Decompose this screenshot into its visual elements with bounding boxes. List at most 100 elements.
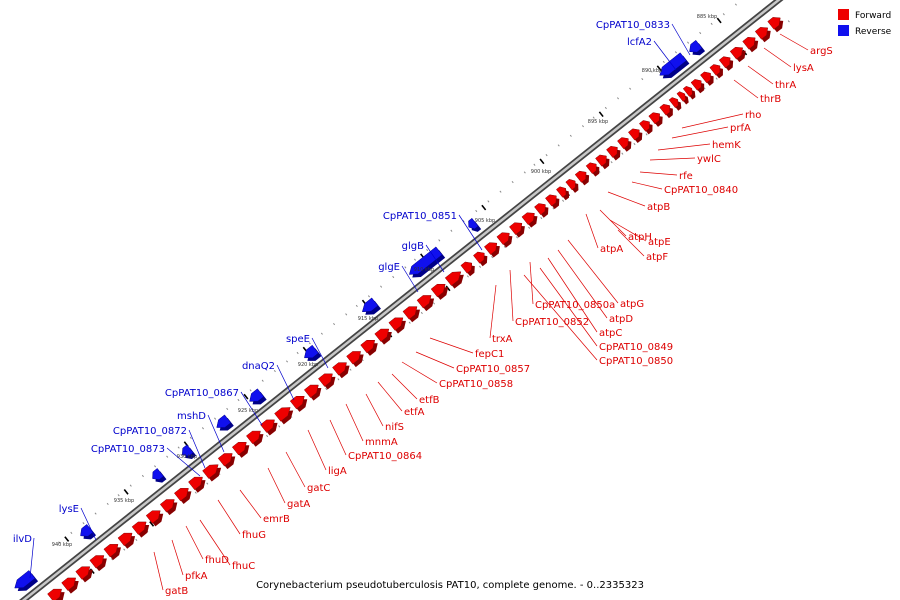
forward-gene-arrow[interactable]: [700, 71, 714, 86]
gene-label-atpf[interactable]: atpF: [646, 252, 668, 263]
gene-label-cppat10-0840[interactable]: CpPAT10_0840: [664, 185, 738, 196]
forward-gene-arrow[interactable]: [246, 430, 264, 447]
gene-label-dnaq2[interactable]: dnaQ2: [242, 361, 275, 372]
gene-label-thrb[interactable]: thrB: [760, 94, 781, 105]
gene-label-ilvd[interactable]: ilvD: [13, 534, 32, 545]
gene-label-etfb[interactable]: etfB: [419, 395, 440, 406]
gene-label-liga[interactable]: ligA: [328, 466, 347, 477]
gene-label-cppat10-0872[interactable]: CpPAT10_0872: [113, 426, 187, 437]
forward-gene-arrow[interactable]: [260, 419, 278, 436]
gene-label-rfe[interactable]: rfe: [679, 171, 693, 182]
forward-gene-arrow[interactable]: [117, 532, 136, 549]
forward-gene-arrow[interactable]: [303, 384, 322, 401]
gene-label-pfka[interactable]: pfkA: [185, 571, 208, 582]
forward-gene-arrow[interactable]: [174, 488, 192, 504]
gene-label-fhud[interactable]: fhuD: [205, 555, 229, 566]
forward-gene-arrow[interactable]: [444, 271, 464, 289]
gene-label-mnma[interactable]: mnmA: [365, 437, 398, 448]
gene-label-lcfa2[interactable]: lcfA2: [627, 37, 652, 48]
gene-label-rho[interactable]: rho: [745, 110, 761, 121]
forward-gene-arrow[interactable]: [89, 555, 107, 572]
gene-label-gatc[interactable]: gatC: [307, 483, 330, 494]
forward-gene-arrow[interactable]: [374, 328, 392, 345]
forward-gene-arrow[interactable]: [360, 339, 378, 356]
gene-label-args[interactable]: argS: [810, 46, 833, 57]
forward-gene-arrow[interactable]: [473, 251, 488, 267]
gene-label-cppat10-0864[interactable]: CpPAT10_0864: [348, 451, 422, 462]
forward-gene-arrow[interactable]: [289, 395, 308, 412]
forward-gene-arrow[interactable]: [388, 317, 406, 334]
forward-gene-arrow[interactable]: [676, 91, 689, 105]
gene-label-atpd[interactable]: atpD: [609, 314, 633, 325]
gene-label-etfa[interactable]: etfA: [404, 407, 425, 418]
forward-gene-arrow[interactable]: [231, 442, 250, 458]
forward-gene-arrow[interactable]: [585, 162, 600, 177]
forward-gene-arrow[interactable]: [416, 295, 435, 312]
forward-gene-arrow[interactable]: [402, 306, 421, 323]
gene-label-cppat10-0850a[interactable]: CpPAT10_0850a: [535, 300, 615, 311]
forward-gene-arrow[interactable]: [75, 566, 93, 583]
gene-label-lysa[interactable]: lysA: [793, 63, 814, 74]
gene-label-thra[interactable]: thrA: [775, 80, 796, 91]
reverse-gene-arrow[interactable]: [408, 246, 446, 278]
gene-label-atpb[interactable]: atpB: [647, 202, 670, 213]
forward-gene-arrow[interactable]: [574, 170, 590, 186]
forward-gene-arrow[interactable]: [767, 17, 784, 33]
gene-label-ywlc[interactable]: ywlC: [697, 154, 721, 165]
gene-label-glgb[interactable]: glgB: [402, 241, 424, 252]
forward-gene-arrow[interactable]: [545, 194, 560, 210]
forward-gene-arrow[interactable]: [318, 373, 336, 390]
reverse-gene-arrow[interactable]: [361, 297, 381, 315]
gene-label-hemk[interactable]: hemK: [712, 140, 741, 151]
gene-label-cppat10-0833[interactable]: CpPAT10_0833: [596, 20, 670, 31]
gene-label-cppat10-0852[interactable]: CpPAT10_0852: [515, 317, 589, 328]
gene-label-glge[interactable]: glgE: [378, 262, 400, 273]
forward-gene-arrow[interactable]: [659, 103, 673, 119]
gene-label-atph[interactable]: atpH: [628, 232, 652, 243]
forward-gene-arrow[interactable]: [131, 521, 150, 538]
gene-label-cppat10-0858[interactable]: CpPAT10_0858: [439, 379, 513, 390]
gene-label-fhug[interactable]: fhuG: [242, 530, 266, 541]
forward-gene-arrow[interactable]: [430, 283, 449, 300]
gene-label-emrb[interactable]: emrB: [263, 514, 290, 525]
forward-gene-arrow[interactable]: [682, 85, 696, 100]
forward-gene-arrow[interactable]: [709, 64, 723, 79]
gene-label-spee[interactable]: speE: [286, 334, 310, 345]
gene-label-atpg[interactable]: atpG: [620, 299, 644, 310]
gene-label-cppat10-0873[interactable]: CpPAT10_0873: [91, 444, 165, 455]
reverse-gene-arrow[interactable]: [468, 217, 482, 232]
forward-gene-arrow[interactable]: [332, 362, 350, 379]
forward-gene-arrow[interactable]: [483, 242, 500, 258]
forward-gene-arrow[interactable]: [496, 232, 513, 248]
forward-gene-arrow[interactable]: [188, 476, 206, 493]
forward-gene-arrow[interactable]: [638, 120, 653, 135]
forward-gene-arrow[interactable]: [718, 56, 734, 71]
gene-label-fepc1[interactable]: fepC1: [475, 349, 504, 360]
forward-gene-arrow[interactable]: [742, 37, 759, 53]
forward-gene-arrow[interactable]: [628, 128, 643, 144]
gene-label-cppat10-0867[interactable]: CpPAT10_0867: [165, 388, 239, 399]
gene-label-cppat10-0857[interactable]: CpPAT10_0857: [456, 364, 530, 375]
gene-label-atpe[interactable]: atpE: [648, 237, 671, 248]
gene-label-nifs[interactable]: nifS: [385, 422, 404, 433]
gene-label-lyse[interactable]: lysE: [59, 504, 79, 515]
gene-label-prfa[interactable]: prfA: [730, 123, 751, 134]
reverse-gene-arrow[interactable]: [152, 468, 167, 483]
gene-label-atpa[interactable]: atpA: [600, 244, 623, 255]
forward-gene-arrow[interactable]: [565, 178, 579, 193]
gene-label-cppat10-0849[interactable]: CpPAT10_0849: [599, 342, 673, 353]
forward-gene-arrow[interactable]: [61, 577, 79, 594]
forward-gene-arrow[interactable]: [606, 145, 621, 161]
forward-gene-arrow[interactable]: [103, 544, 121, 560]
reverse-gene-arrow[interactable]: [689, 39, 706, 56]
gene-label-cppat10-0851[interactable]: CpPAT10_0851: [383, 211, 457, 222]
reverse-gene-arrow[interactable]: [216, 414, 234, 431]
forward-gene-arrow[interactable]: [521, 212, 538, 228]
forward-gene-arrow[interactable]: [202, 464, 222, 482]
forward-gene-arrow[interactable]: [617, 137, 632, 152]
forward-gene-arrow[interactable]: [729, 46, 746, 63]
reverse-gene-arrow[interactable]: [80, 524, 97, 540]
forward-gene-arrow[interactable]: [754, 27, 771, 43]
forward-gene-arrow[interactable]: [595, 154, 610, 170]
forward-gene-arrow[interactable]: [460, 261, 475, 277]
